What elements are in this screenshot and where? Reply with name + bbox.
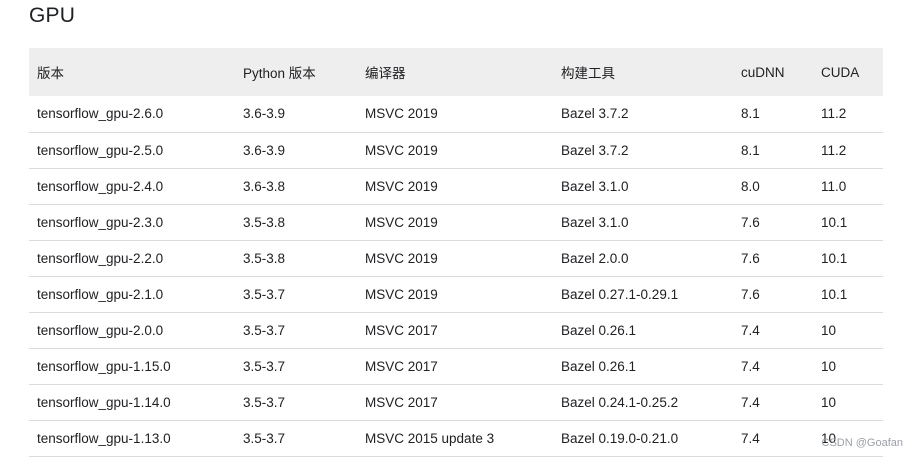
cell-version: tensorflow_gpu-2.0.0	[37, 322, 164, 338]
table-row: tensorflow_gpu-2.6.0 3.6-3.9 MSVC 2019 Baze…	[29, 96, 883, 132]
cell-cuda: 11.2	[821, 106, 847, 122]
table-row: tensorflow_gpu-2.0.0 3.5-3.7 MSVC 2017 Baze…	[29, 312, 883, 348]
cell-version: tensorflow_gpu-2.6.0	[37, 106, 164, 122]
watermark: CSDN @Goafan	[821, 437, 903, 449]
cell-build-tool: Bazel 3.1.0	[561, 214, 629, 230]
cell-build-tool: Bazel 2.0.0	[561, 250, 629, 266]
cell-build-tool: Bazel 3.7.2	[561, 106, 629, 122]
table-row: tensorflow_gpu-1.14.0 3.5-3.7 MSVC 2017 Baz…	[29, 384, 883, 420]
header-compiler: 编译器	[365, 66, 406, 81]
cell-cuda: 10	[821, 322, 837, 338]
cell-cuda: 11.0	[821, 178, 847, 194]
cell-python-version: 3.5-3.8	[243, 214, 286, 230]
cell-build-tool: Bazel 0.27.1-0.29.1	[561, 286, 679, 302]
cell-compiler: MSVC 2019	[365, 142, 438, 158]
cell-cudnn: 8.0	[741, 178, 760, 194]
cell-compiler: MSVC 2019	[365, 106, 438, 122]
compat-table-container: 版本 Python 版本 编译器 构建工具 cuDNN CUDA tensorf…	[29, 48, 883, 457]
cell-build-tool: Bazel 3.7.2	[561, 142, 629, 158]
cell-cudnn: 7.6	[741, 214, 760, 230]
gpu-compat-table: 版本 Python 版本 编译器 构建工具 cuDNN CUDA tensorf…	[29, 48, 883, 457]
cell-version: tensorflow_gpu-1.13.0	[37, 430, 171, 446]
table-row: tensorflow_gpu-1.13.0 3.5-3.7 MSVC 2015 up…	[29, 420, 883, 456]
cell-compiler: MSVC 2019	[365, 214, 438, 230]
cell-python-version: 3.6-3.8	[243, 178, 286, 194]
cell-version: tensorflow_gpu-1.15.0	[37, 358, 171, 374]
cell-python-version: 3.5-3.7	[243, 358, 286, 374]
cell-version: tensorflow_gpu-2.2.0	[37, 250, 164, 266]
cell-compiler: MSVC 2019	[365, 178, 438, 194]
cell-cuda: 10.1	[821, 250, 848, 266]
cell-cuda: 10.1	[821, 286, 848, 302]
cell-cudnn: 7.4	[741, 430, 760, 446]
cell-compiler: MSVC 2017	[365, 322, 438, 338]
table-row: tensorflow_gpu-2.2.0 3.5-3.8 MSVC 2019 Baze…	[29, 240, 883, 276]
cell-python-version: 3.5-3.7	[243, 430, 286, 446]
header-cuda: CUDA	[821, 64, 860, 80]
cell-cudnn: 7.4	[741, 358, 760, 374]
cell-cudnn: 7.6	[741, 286, 760, 302]
cell-build-tool: Bazel 0.26.1	[561, 358, 637, 374]
table-row: tensorflow_gpu-2.4.0 3.6-3.8 MSVC 2019 Baze…	[29, 168, 883, 204]
cell-compiler: MSVC 2015 update 3	[365, 430, 495, 446]
cell-version: tensorflow_gpu-2.4.0	[37, 178, 164, 194]
cell-cuda: 10	[821, 394, 837, 410]
cell-build-tool: Bazel 0.24.1-0.25.2	[561, 394, 679, 410]
table-row: tensorflow_gpu-2.5.0 3.6-3.9 MSVC 2019 Baze…	[29, 132, 883, 168]
cell-python-version: 3.6-3.9	[243, 106, 286, 122]
header-cudnn: cuDNN	[741, 64, 785, 80]
page-title: GPU	[29, 4, 76, 27]
table-row: tensorflow_gpu-1.15.0 3.5-3.7 MSVC 2017 Baz…	[29, 348, 883, 384]
cell-version: tensorflow_gpu-2.5.0	[37, 142, 164, 158]
cell-version: tensorflow_gpu-2.1.0	[37, 286, 164, 302]
cell-compiler: MSVC 2019	[365, 250, 438, 266]
cell-python-version: 3.5-3.7	[243, 286, 286, 302]
header-python-version: Python 版本	[243, 66, 316, 81]
cell-cudnn: 7.4	[741, 394, 760, 410]
cell-compiler: MSVC 2017	[365, 394, 438, 410]
cell-cuda: 10	[821, 430, 837, 446]
table-body: tensorflow_gpu-2.6.0 3.6-3.9 MSVC 2019 Baze…	[29, 96, 883, 456]
cell-cuda: 10.1	[821, 214, 848, 230]
table-header-row: 版本 Python 版本 编译器 构建工具 cuDNN CUDA	[29, 48, 883, 96]
table-row: tensorflow_gpu-2.1.0 3.5-3.7 MSVC 2019 Baze…	[29, 276, 883, 312]
header-build-tool: 构建工具	[561, 66, 615, 81]
cell-version: tensorflow_gpu-2.3.0	[37, 214, 164, 230]
cell-build-tool: Bazel 3.1.0	[561, 178, 629, 194]
cell-cudnn: 8.1	[741, 142, 760, 158]
cell-python-version: 3.5-3.7	[243, 394, 286, 410]
cell-build-tool: Bazel 0.26.1	[561, 322, 637, 338]
table-row: tensorflow_gpu-2.3.0 3.5-3.8 MSVC 2019 Baze…	[29, 204, 883, 240]
cell-build-tool: Bazel 0.19.0-0.21.0	[561, 430, 679, 446]
cell-compiler: MSVC 2017	[365, 358, 438, 374]
cell-python-version: 3.5-3.8	[243, 250, 286, 266]
cell-cudnn: 7.6	[741, 250, 760, 266]
header-version: 版本	[37, 66, 64, 81]
cell-compiler: MSVC 2019	[365, 286, 438, 302]
cell-python-version: 3.5-3.7	[243, 322, 286, 338]
cell-cudnn: 8.1	[741, 106, 760, 122]
cell-version: tensorflow_gpu-1.14.0	[37, 394, 171, 410]
cell-cuda: 11.2	[821, 142, 847, 158]
cell-cudnn: 7.4	[741, 322, 760, 338]
cell-cuda: 10	[821, 358, 837, 374]
cell-python-version: 3.6-3.9	[243, 142, 286, 158]
